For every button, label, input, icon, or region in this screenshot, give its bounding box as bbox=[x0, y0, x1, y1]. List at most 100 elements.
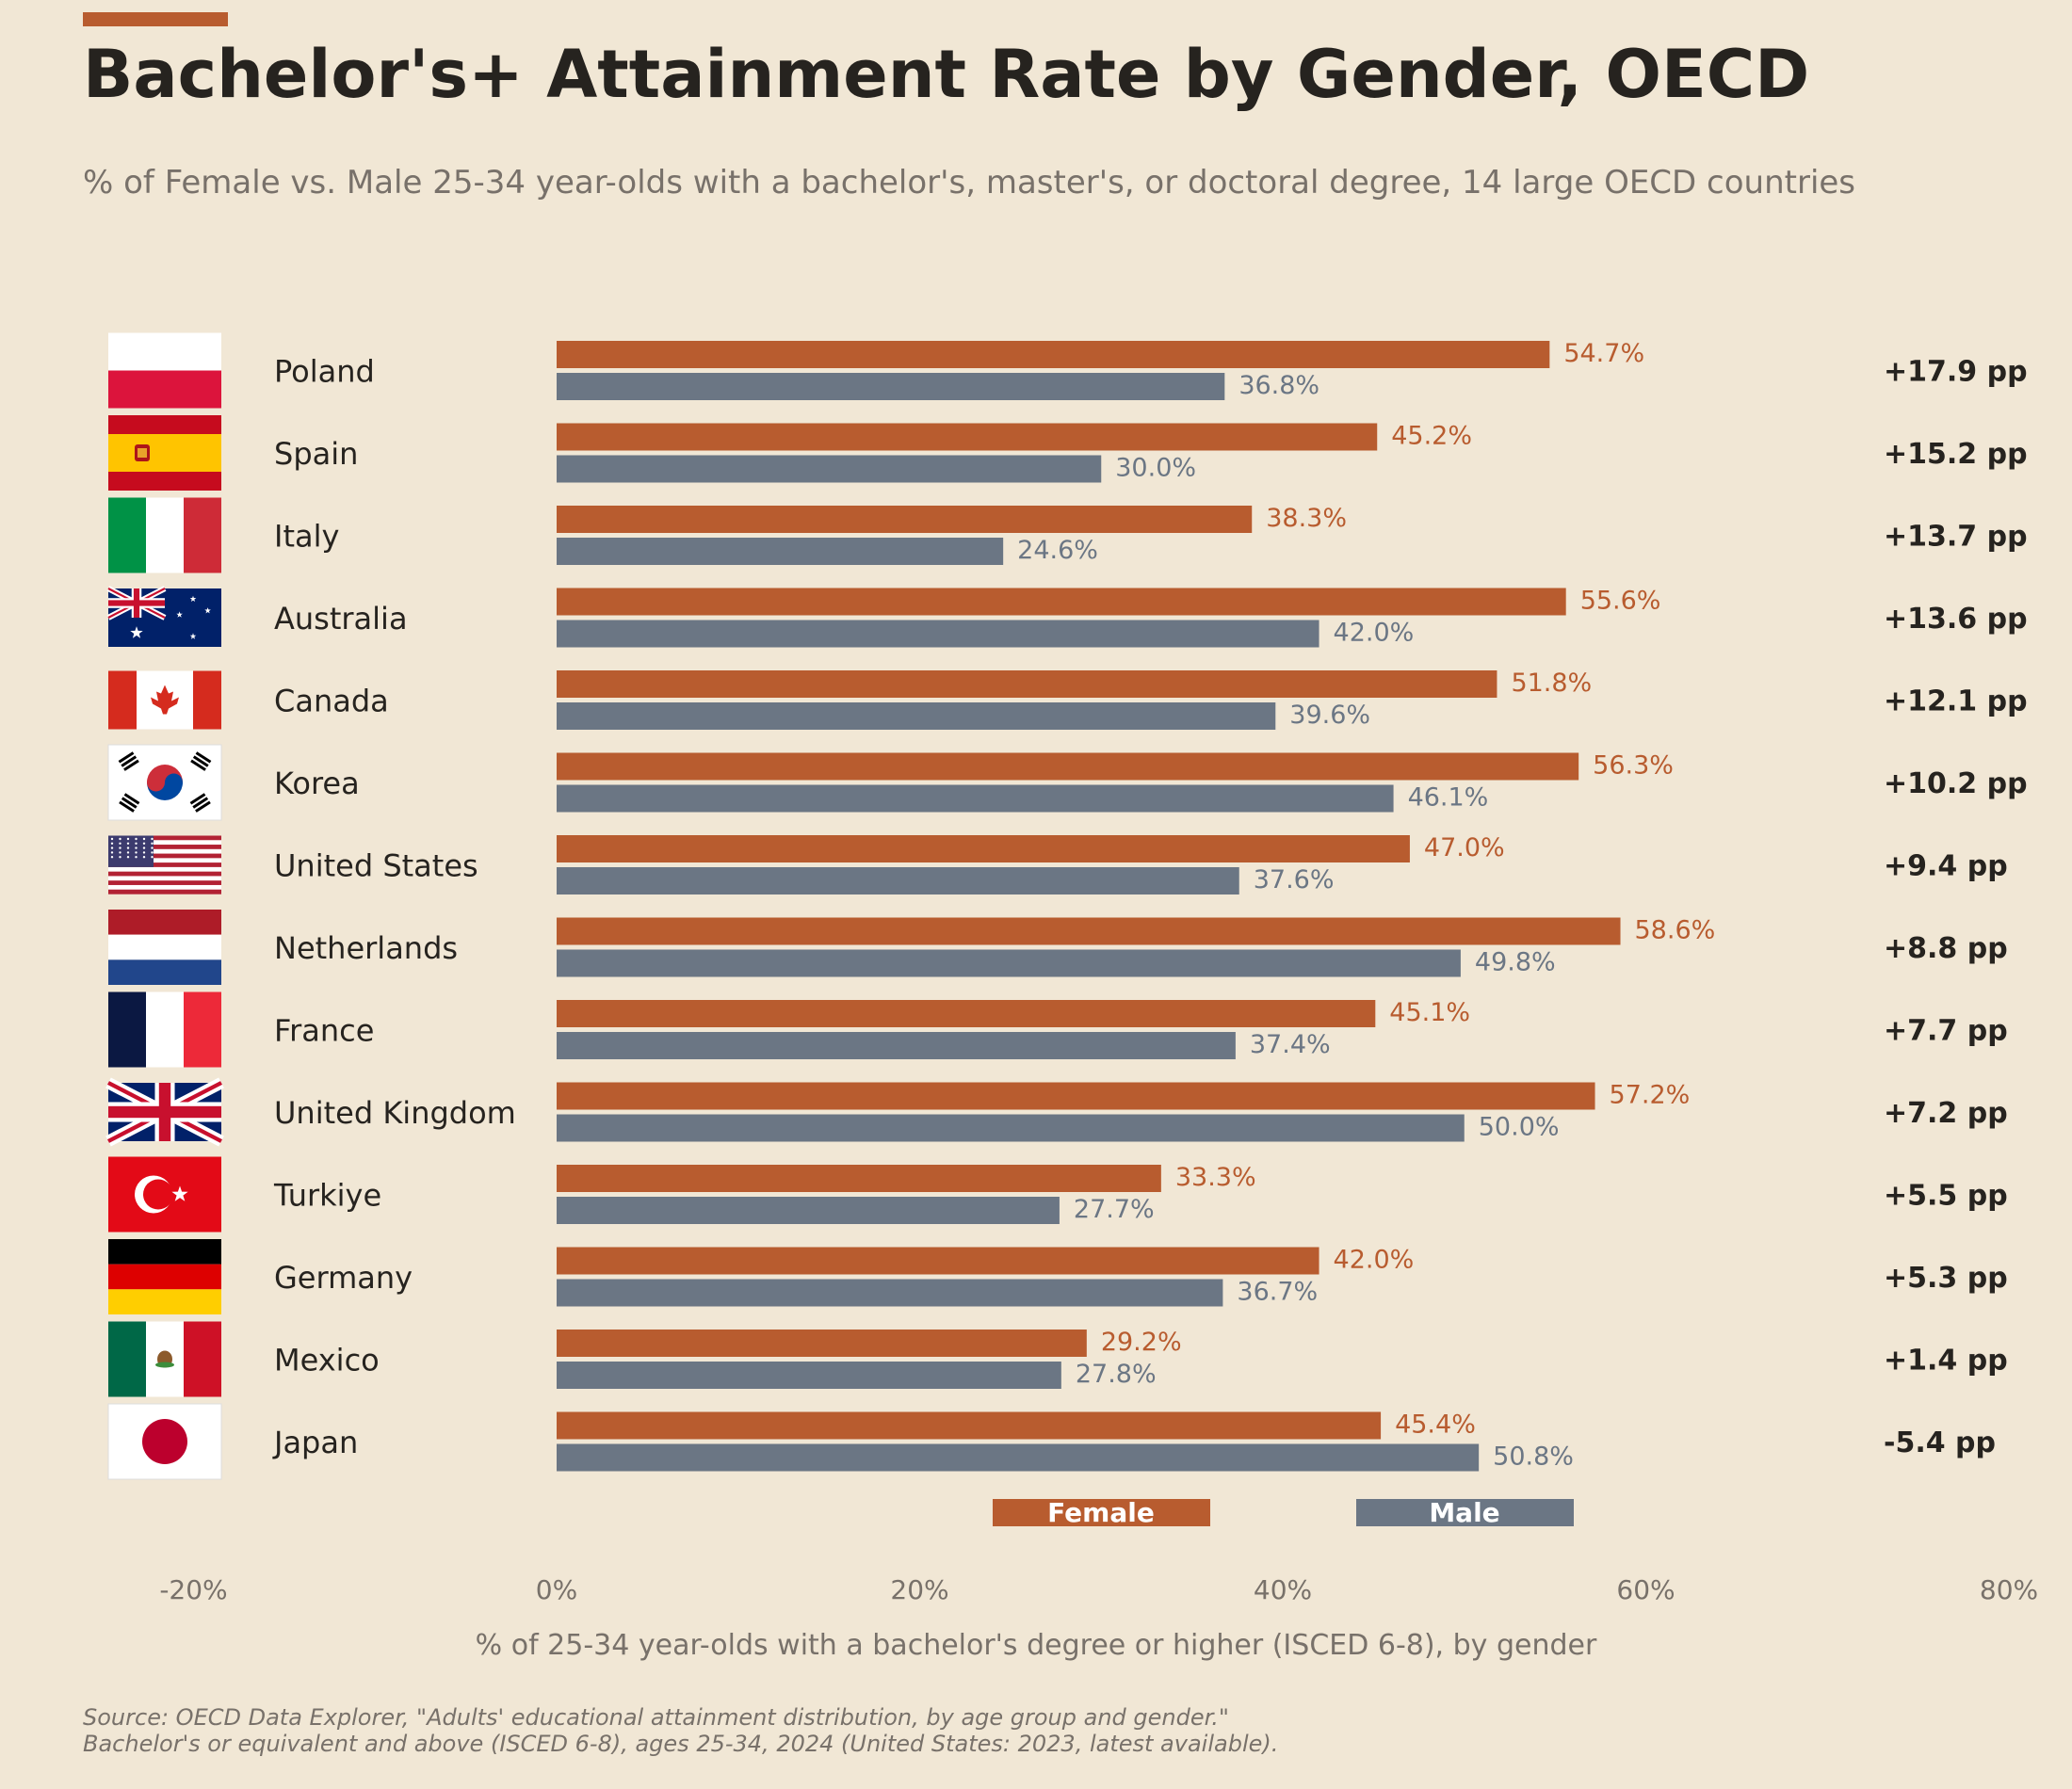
country-label: Netherlands bbox=[274, 930, 458, 966]
source-note: Source: OECD Data Explorer, "Adults' edu… bbox=[83, 1704, 1278, 1757]
female-value-label: 29.2% bbox=[1101, 1328, 1182, 1357]
female-bar bbox=[557, 1411, 1382, 1440]
male-value-label: 37.6% bbox=[1254, 865, 1335, 894]
country-row: Korea 56.3% 46.1% +10.2 pp bbox=[107, 744, 2028, 821]
title-accent-bar bbox=[83, 12, 228, 26]
gap-label: +12.1 pp bbox=[1884, 685, 2028, 718]
source-line-1: Source: OECD Data Explorer, "Adults' edu… bbox=[83, 1704, 1229, 1731]
country-row: Italy 38.3% 24.6% +13.7 pp bbox=[108, 497, 2028, 573]
legend-female-label: Female bbox=[1047, 1497, 1155, 1528]
source-line-2: Bachelor's or equivalent and above (ISCE… bbox=[83, 1731, 1279, 1757]
country-row: Canada 51.8% 39.6% +12.1 pp bbox=[108, 669, 2028, 730]
male-bar bbox=[557, 1114, 1465, 1142]
gap-label: +8.8 pp bbox=[1884, 932, 2008, 965]
country-label: Korea bbox=[274, 766, 360, 801]
page-subtitle: % of Female vs. Male 25-34 year-olds wit… bbox=[83, 164, 1856, 201]
gap-label: +1.4 pp bbox=[1884, 1345, 2008, 1378]
female-bar bbox=[557, 1082, 1595, 1110]
country-label: Turkiye bbox=[273, 1178, 381, 1214]
country-row: Turkiye 33.3% 27.7% +5.5 pp bbox=[108, 1156, 2008, 1233]
male-value-label: 27.7% bbox=[1074, 1195, 1155, 1224]
female-value-label: 38.3% bbox=[1266, 504, 1347, 533]
male-bar bbox=[557, 620, 1319, 648]
country-row: Poland 54.7% 36.8% +17.9 pp bbox=[108, 332, 2028, 409]
gap-label: +7.2 pp bbox=[1884, 1097, 2008, 1130]
female-value-label: 56.3% bbox=[1593, 751, 1674, 781]
turkiye-flag-icon bbox=[108, 1156, 221, 1233]
male-value-label: 50.8% bbox=[1493, 1442, 1574, 1472]
france-flag-icon bbox=[108, 991, 221, 1068]
page-title: Bachelor's+ Attainment Rate by Gender, O… bbox=[83, 36, 1810, 113]
male-bar bbox=[557, 702, 1276, 730]
netherlands-flag-icon bbox=[108, 910, 221, 985]
germany-flag-icon bbox=[108, 1239, 221, 1314]
mexico-flag-icon bbox=[108, 1321, 221, 1397]
gap-label: +13.6 pp bbox=[1884, 603, 2028, 636]
female-bar bbox=[557, 506, 1253, 533]
country-label: Poland bbox=[274, 354, 375, 390]
canada-flag-icon bbox=[108, 670, 221, 730]
country-row: France 45.1% 37.4% +7.7 pp bbox=[108, 991, 2008, 1068]
male-value-label: 27.8% bbox=[1076, 1360, 1157, 1389]
gap-label: -5.4 pp bbox=[1884, 1426, 1996, 1459]
male-bar bbox=[557, 455, 1102, 483]
country-label: Australia bbox=[274, 601, 408, 637]
female-bar bbox=[557, 1165, 1161, 1192]
gap-label: +10.2 pp bbox=[1884, 767, 2028, 800]
country-label: Italy bbox=[274, 519, 339, 555]
country-label: Japan bbox=[272, 1425, 358, 1460]
x-axis-label: % of 25-34 year-olds with a bachelor's d… bbox=[475, 1629, 1597, 1662]
country-row: Spain 45.2% 30.0% +15.2 pp bbox=[108, 415, 2028, 491]
poland-flag-icon bbox=[108, 332, 221, 409]
country-label: Canada bbox=[274, 684, 389, 719]
female-bar bbox=[557, 752, 1579, 781]
japan-flag-icon bbox=[107, 1403, 222, 1480]
gap-label: +5.5 pp bbox=[1884, 1180, 2008, 1213]
male-bar bbox=[557, 1032, 1236, 1059]
female-value-label: 42.0% bbox=[1334, 1246, 1415, 1275]
female-value-label: 47.0% bbox=[1424, 833, 1505, 862]
female-bar bbox=[557, 423, 1378, 451]
male-value-label: 49.8% bbox=[1475, 948, 1556, 977]
female-value-label: 45.1% bbox=[1389, 998, 1470, 1027]
male-bar bbox=[557, 1279, 1223, 1307]
male-bar bbox=[557, 538, 1004, 565]
country-row: Netherlands 58.6% 49.8% +8.8 pp bbox=[108, 910, 2008, 985]
female-bar bbox=[557, 917, 1621, 945]
male-value-label: 24.6% bbox=[1017, 536, 1098, 565]
female-value-label: 33.3% bbox=[1175, 1163, 1256, 1192]
female-bar bbox=[557, 1330, 1087, 1357]
x-tick-label: 40% bbox=[1254, 1574, 1312, 1605]
country-label: France bbox=[274, 1013, 374, 1049]
gap-label: +15.2 pp bbox=[1884, 438, 2028, 471]
country-label: United States bbox=[274, 848, 478, 884]
x-tick-label: 0% bbox=[536, 1574, 577, 1605]
male-value-label: 36.8% bbox=[1238, 371, 1319, 400]
female-bar bbox=[557, 588, 1566, 616]
male-bar bbox=[557, 1362, 1061, 1389]
gap-label: +13.7 pp bbox=[1884, 521, 2028, 554]
female-value-label: 57.2% bbox=[1610, 1081, 1691, 1110]
male-value-label: 36.7% bbox=[1237, 1278, 1318, 1307]
country-label: Mexico bbox=[274, 1343, 380, 1378]
italy-flag-icon bbox=[108, 497, 221, 573]
female-bar bbox=[557, 1000, 1376, 1027]
legend-male-label: Male bbox=[1429, 1497, 1499, 1528]
united-kingdom-flag-icon bbox=[105, 1077, 224, 1147]
country-label: Germany bbox=[274, 1260, 413, 1296]
country-row: Australia 55.6% 42.0% +13.6 pp bbox=[106, 586, 2028, 648]
male-value-label: 46.1% bbox=[1408, 783, 1489, 813]
country-label: Spain bbox=[274, 436, 358, 472]
male-bar bbox=[557, 867, 1239, 894]
male-bar bbox=[557, 1197, 1060, 1224]
male-value-label: 50.0% bbox=[1479, 1113, 1560, 1142]
male-value-label: 42.0% bbox=[1334, 619, 1415, 648]
female-bar bbox=[557, 835, 1410, 862]
male-bar bbox=[557, 1443, 1480, 1472]
gap-label: +5.3 pp bbox=[1884, 1262, 2008, 1295]
korea-flag-icon bbox=[107, 744, 222, 821]
female-value-label: 45.4% bbox=[1395, 1410, 1476, 1440]
country-row: Mexico 29.2% 27.8% +1.4 pp bbox=[108, 1321, 2008, 1397]
female-bar bbox=[557, 1247, 1319, 1275]
